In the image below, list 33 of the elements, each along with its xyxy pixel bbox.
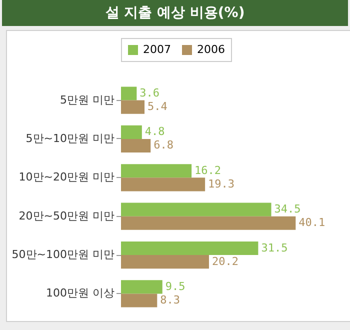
bar (121, 178, 206, 192)
data-label: 6.8 (154, 138, 174, 152)
bar (121, 125, 142, 139)
data-label: 40.1 (298, 216, 326, 230)
legend-label: 2006 (197, 43, 225, 56)
data-label: 5.4 (148, 100, 168, 114)
data-label: 16.2 (194, 164, 222, 177)
y-tick-label: 50만~100만원 미만 (12, 248, 114, 262)
bar (121, 164, 192, 178)
bar (121, 280, 162, 294)
bar (121, 216, 296, 230)
bar (121, 255, 209, 269)
y-tick-label: 100만원 이상 (46, 286, 114, 300)
data-label: 19.3 (208, 177, 235, 190)
y-tick-label: 10만~20만원 미만 (18, 170, 114, 184)
data-label: 4.8 (144, 125, 165, 138)
legend-label: 2007 (143, 43, 171, 56)
y-tick-label: 5만원 미만 (60, 93, 114, 106)
bar (121, 294, 158, 308)
bar (121, 86, 137, 100)
bar (121, 100, 145, 114)
bar (121, 241, 258, 256)
data-label: 8.3 (160, 293, 180, 306)
data-label: 34.5 (274, 202, 301, 216)
y-tick-label: 20만~50만원 미만 (18, 209, 114, 222)
data-label: 9.5 (165, 280, 186, 293)
y-tick-label: 5만~10만원 미만 (26, 132, 114, 145)
chart-title: 설 지출 예상 비용(%) (2, 0, 348, 26)
bar (121, 202, 272, 216)
data-label: 31.5 (261, 241, 288, 254)
data-label: 3.6 (140, 86, 160, 100)
data-label: 20.2 (212, 254, 238, 268)
bar (121, 138, 151, 153)
